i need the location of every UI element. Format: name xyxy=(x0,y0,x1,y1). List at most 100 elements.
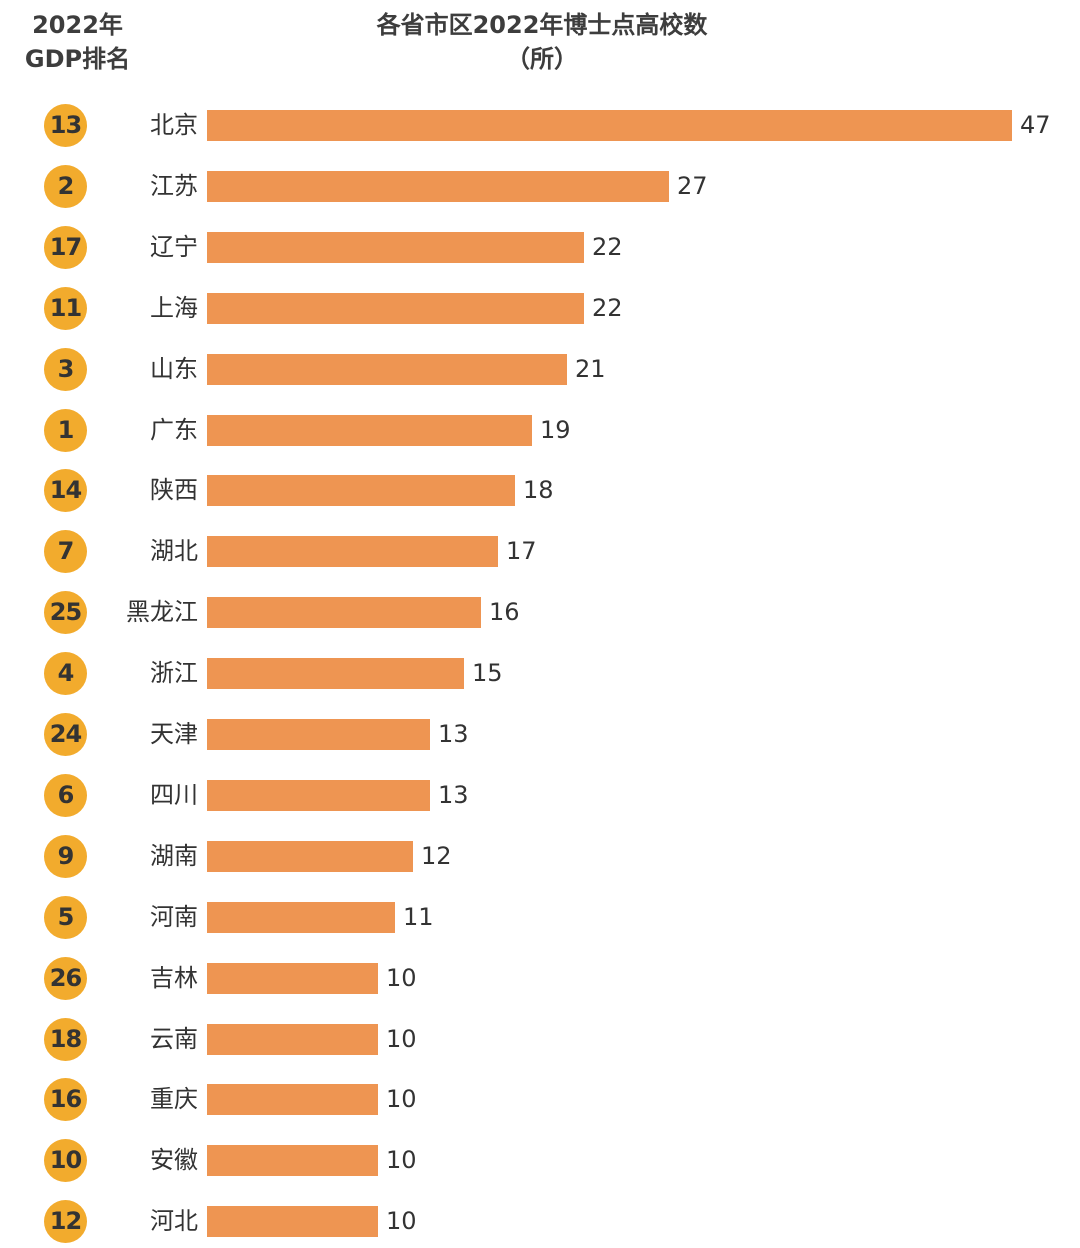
chart-row: 9 湖南 12 xyxy=(0,831,1080,881)
gdp-rank-badge: 1 xyxy=(44,408,87,452)
bar xyxy=(207,1084,378,1116)
category-label: 辽宁 xyxy=(150,232,198,261)
gdp-rank-badge: 11 xyxy=(44,286,87,330)
gdp-rank-badge: 3 xyxy=(44,347,87,391)
category-label: 北京 xyxy=(150,111,198,139)
gdp-rank-badge: 10 xyxy=(44,1139,87,1183)
gdp-rank-badge: 7 xyxy=(44,530,87,574)
chart-row: 10 安徽 10 xyxy=(0,1135,1080,1185)
bar xyxy=(207,536,498,568)
chart-row: 1 广东 19 xyxy=(0,405,1080,455)
gdp-rank-header: 2022年 GDP排名 xyxy=(0,8,155,76)
category-label: 江苏 xyxy=(150,171,198,200)
chart-row: 12 河北 10 xyxy=(0,1196,1080,1246)
gdp-rank-badge: 26 xyxy=(44,956,87,1000)
gdp-rank-badge: 4 xyxy=(44,652,87,696)
chart-row: 13 北京 47 xyxy=(0,100,1080,150)
category-label: 山东 xyxy=(150,354,198,383)
category-label: 浙江 xyxy=(150,659,198,688)
bar xyxy=(207,901,395,933)
category-label: 陕西 xyxy=(150,476,198,505)
data-label: 12 xyxy=(421,841,452,870)
bar xyxy=(207,1206,378,1238)
category-label: 重庆 xyxy=(150,1085,198,1114)
chart-row: 11 上海 22 xyxy=(0,283,1080,333)
data-label: 10 xyxy=(386,963,417,992)
gdp-rank-badge: 9 xyxy=(44,834,87,878)
chart-row: 5 河南 11 xyxy=(0,892,1080,942)
gdp-rank-badge: 12 xyxy=(44,1200,87,1244)
bar xyxy=(207,170,669,202)
category-label: 安徽 xyxy=(150,1146,198,1175)
category-label: 四川 xyxy=(150,780,198,809)
bar xyxy=(207,1145,378,1177)
gdp-rank-badge: 5 xyxy=(44,895,87,939)
chart-row: 6 四川 13 xyxy=(0,770,1080,820)
data-label: 10 xyxy=(386,1024,417,1053)
bar xyxy=(207,840,413,872)
category-label: 河北 xyxy=(150,1207,198,1236)
chart-row: 18 云南 10 xyxy=(0,1014,1080,1064)
bar xyxy=(207,475,515,507)
bar xyxy=(207,292,584,324)
bar xyxy=(207,597,481,629)
data-label: 16 xyxy=(489,598,520,627)
gdp-rank-badge: 14 xyxy=(44,469,87,513)
data-label: 10 xyxy=(386,1085,417,1114)
category-label: 湖南 xyxy=(150,841,198,870)
category-label: 黑龙江 xyxy=(126,598,198,627)
data-label: 11 xyxy=(403,902,434,931)
gdp-rank-badge: 25 xyxy=(44,591,87,635)
category-label: 吉林 xyxy=(150,963,198,992)
chart-row: 16 重庆 10 xyxy=(0,1074,1080,1124)
data-label: 27 xyxy=(677,171,708,200)
data-label: 15 xyxy=(472,659,503,688)
data-label: 22 xyxy=(592,232,623,261)
gdp-rank-badge: 18 xyxy=(44,1017,87,1061)
gdp-rank-header-line1: 2022年 xyxy=(32,11,123,39)
chart-title-unit: （所） xyxy=(506,45,578,73)
chart-row: 2 江苏 27 xyxy=(0,161,1080,211)
data-label: 19 xyxy=(540,415,571,444)
gdp-rank-badge: 6 xyxy=(44,773,87,817)
data-label: 18 xyxy=(523,476,554,505)
chart-row: 4 浙江 15 xyxy=(0,648,1080,698)
bar xyxy=(207,231,584,263)
data-label: 47 xyxy=(1020,111,1051,139)
data-label: 17 xyxy=(506,537,537,566)
bar xyxy=(207,719,430,750)
data-label: 10 xyxy=(386,1207,417,1236)
data-label: 22 xyxy=(592,293,623,322)
data-label: 21 xyxy=(575,354,606,383)
bar xyxy=(207,779,430,811)
bar xyxy=(207,962,378,994)
category-label: 广东 xyxy=(150,415,198,444)
category-label: 天津 xyxy=(150,720,198,748)
gdp-rank-badge: 16 xyxy=(44,1078,87,1122)
chart-row: 3 山东 21 xyxy=(0,344,1080,394)
chart-row: 14 陕西 18 xyxy=(0,465,1080,515)
data-label: 13 xyxy=(438,780,469,809)
gdp-rank-badge: 2 xyxy=(44,164,87,208)
bar xyxy=(207,110,1012,141)
gdp-rank-badge: 17 xyxy=(44,225,87,269)
bar xyxy=(207,1023,378,1055)
chart-title: 各省市区2022年博士点高校数 （所） xyxy=(300,8,784,76)
chart-row: 7 湖北 17 xyxy=(0,526,1080,576)
bar xyxy=(207,353,567,385)
data-label: 13 xyxy=(438,720,469,748)
chart-row: 26 吉林 10 xyxy=(0,953,1080,1003)
chart-row: 17 辽宁 22 xyxy=(0,222,1080,272)
gdp-rank-header-line2: GDP排名 xyxy=(24,45,131,73)
chart-row: 25 黑龙江 16 xyxy=(0,587,1080,637)
chart-title-line1: 各省市区2022年博士点高校数 xyxy=(376,11,708,39)
gdp-rank-badge: 24 xyxy=(44,713,87,756)
gdp-rank-badge: 13 xyxy=(44,104,87,147)
data-label: 10 xyxy=(386,1146,417,1175)
category-label: 湖北 xyxy=(150,537,198,566)
category-label: 上海 xyxy=(150,293,198,322)
category-label: 云南 xyxy=(150,1024,198,1053)
category-label: 河南 xyxy=(150,902,198,931)
bar xyxy=(207,414,532,446)
